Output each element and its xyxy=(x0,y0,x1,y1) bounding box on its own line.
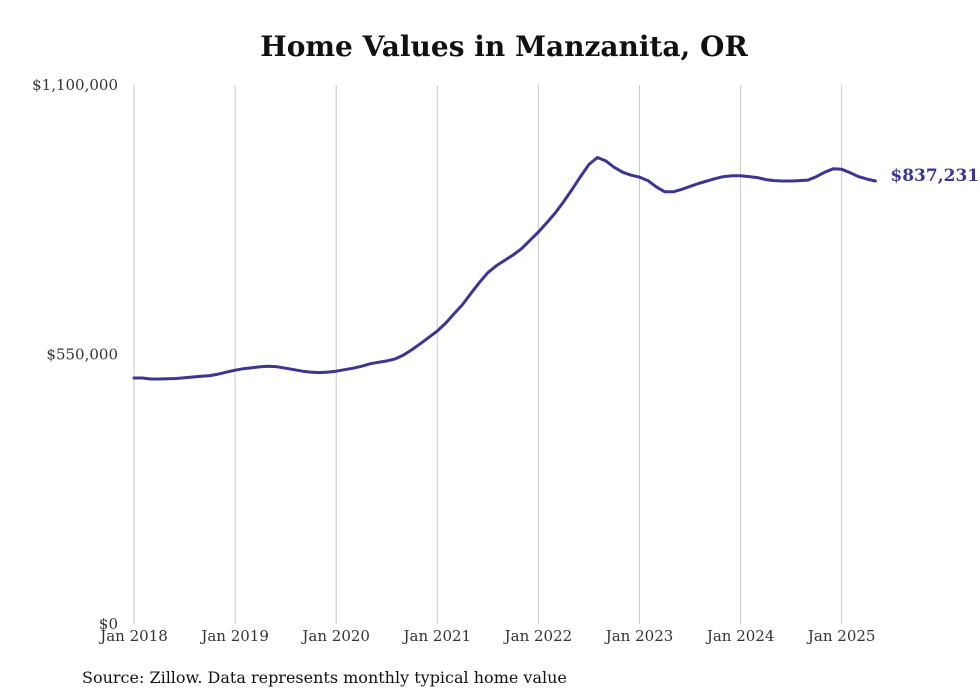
x-tick-label: Jan 2018 xyxy=(98,627,168,645)
x-tick-label: Jan 2025 xyxy=(806,627,876,645)
x-tick-label: Jan 2020 xyxy=(300,627,370,645)
home-value-line xyxy=(132,156,877,381)
gridlines xyxy=(133,85,843,624)
x-tick-label: Jan 2022 xyxy=(503,627,573,645)
chart-title: Home Values in Manzanita, OR xyxy=(260,30,748,63)
y-tick-label: $0 xyxy=(99,615,118,633)
x-axis-labels: Jan 2018 Jan 2019 Jan 2020 Jan 2021 Jan 2022… xyxy=(98,627,875,645)
end-value-label: $837,231 xyxy=(890,166,979,186)
source-note: Source: Zillow. Data represents monthly … xyxy=(82,668,567,687)
y-axis-labels: $0 $550,000 $1,100,000 xyxy=(32,76,118,633)
x-tick-label: Jan 2021 xyxy=(402,627,472,645)
x-tick-label: Jan 2023 xyxy=(604,627,674,645)
y-tick-label: $1,100,000 xyxy=(32,76,118,94)
x-tick-label: Jan 2024 xyxy=(705,627,775,645)
x-tick-label: Jan 2019 xyxy=(199,627,269,645)
y-tick-label: $550,000 xyxy=(46,346,118,364)
